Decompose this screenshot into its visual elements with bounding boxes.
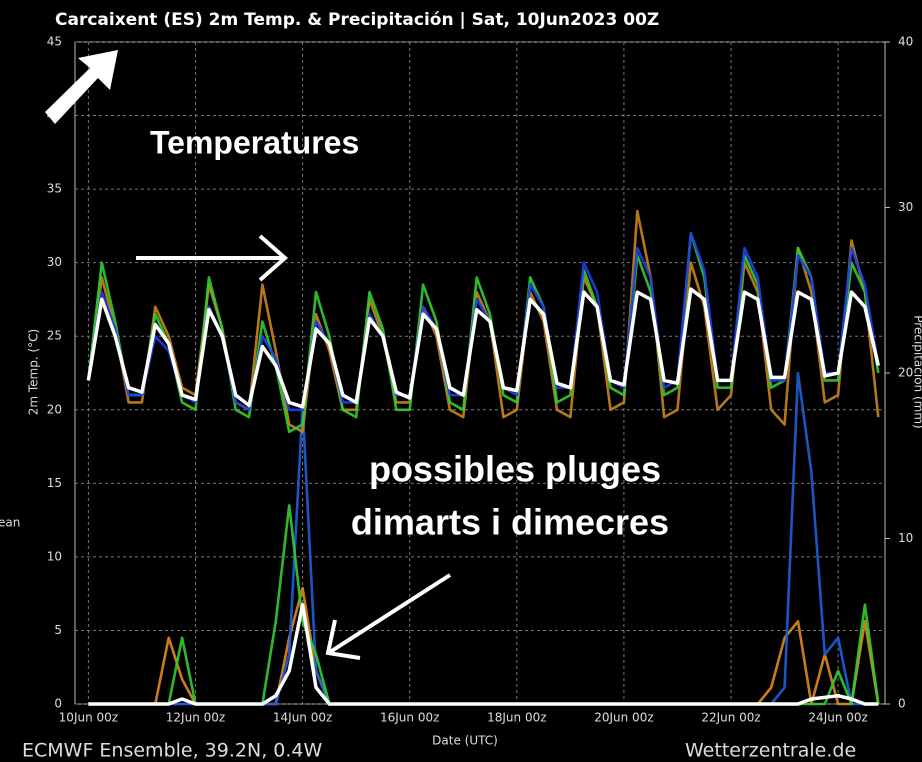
y-axis-title: 2m Temp. (°C)	[27, 329, 41, 416]
x-tick-label: 22Jun 00z	[701, 711, 760, 725]
series-line	[88, 602, 879, 706]
y-tick-label: 25	[47, 329, 62, 343]
arrow	[328, 573, 452, 654]
x-tick-label: 18Jun 00z	[487, 711, 546, 725]
annotation: dimarts i dimecres	[351, 502, 669, 543]
x-axis-title: Date (UTC)	[432, 734, 498, 748]
y-tick-label: 10	[47, 549, 62, 563]
arrow-head	[325, 619, 361, 660]
y2-tick-label: 20	[898, 366, 913, 380]
y-tick-label: 20	[47, 402, 62, 416]
lines-layer	[86, 209, 881, 706]
y2-tick-label: 30	[898, 200, 913, 214]
arrow-head	[258, 234, 289, 282]
annotation: Temperatures	[150, 124, 359, 160]
y-tick-label: 30	[47, 255, 62, 269]
y2-tick-label: 40	[898, 35, 913, 49]
text-layer: Carcaixent (ES) 2m Temp. & Precipitación…	[0, 10, 922, 762]
x-tick-label: 20Jun 00z	[594, 711, 653, 725]
y-tick-label: 0	[54, 697, 62, 711]
y2-tick-label: 0	[898, 697, 906, 711]
source-right: Wetterzentrale.de	[685, 740, 856, 762]
legend-fragment: ean	[0, 516, 20, 530]
x-tick-label: 24Jun 00z	[808, 711, 867, 725]
y-tick-label: 5	[54, 623, 62, 637]
y2-axis-title: Precipitación (mm)	[912, 315, 922, 428]
y-tick-label: 15	[47, 476, 62, 490]
series-line	[86, 287, 881, 409]
y-tick-label: 45	[47, 35, 62, 49]
chart-title: Carcaixent (ES) 2m Temp. & Precipitación…	[55, 10, 659, 30]
x-tick-label: 14Jun 00z	[273, 711, 332, 725]
x-tick-label: 16Jun 00z	[380, 711, 439, 725]
source-left: ECMWF Ensemble, 39.2N, 0.4W	[22, 740, 322, 762]
x-tick-label: 10Jun 00z	[59, 711, 118, 725]
y-tick-label: 35	[47, 182, 62, 196]
annotation: possibles pluges	[369, 449, 661, 490]
arrow	[45, 50, 118, 124]
x-tick-label: 12Jun 00z	[166, 711, 225, 725]
y2-tick-label: 10	[898, 531, 913, 545]
arrows	[45, 50, 452, 660]
series-line	[87, 231, 880, 434]
